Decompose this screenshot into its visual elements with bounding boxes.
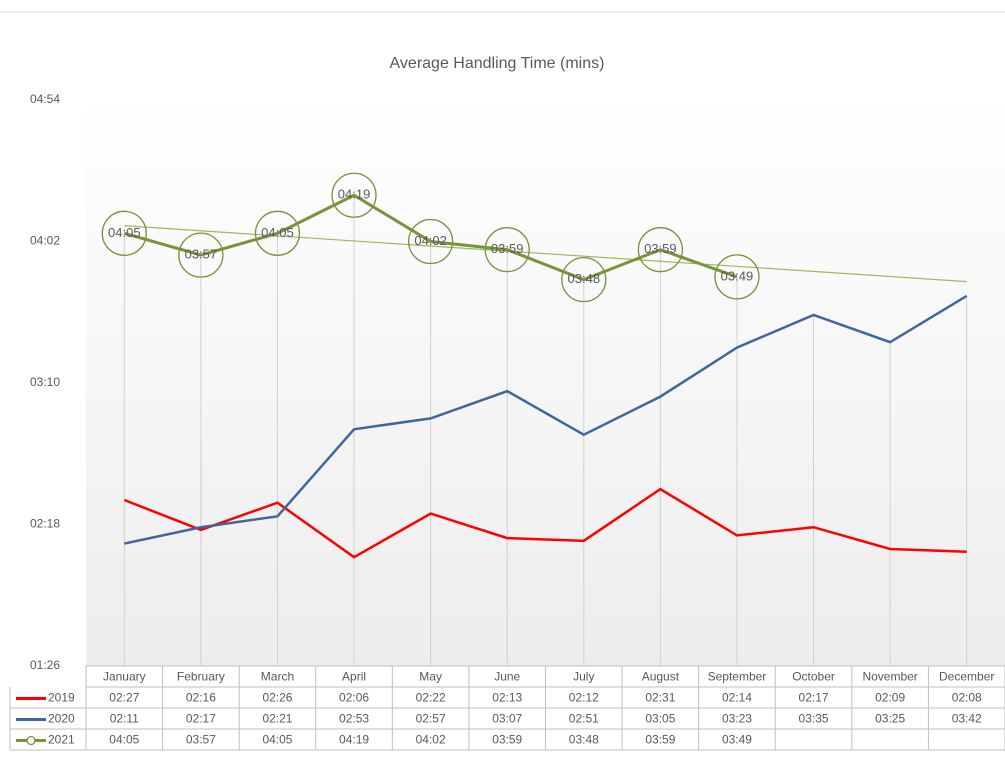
legend-label: 2021	[48, 733, 75, 747]
x-tick-label: June	[494, 670, 520, 684]
table-cell: 02:31	[645, 691, 675, 705]
y-tick-label: 02:18	[30, 517, 60, 531]
data-marker	[714, 254, 760, 300]
data-marker	[254, 210, 301, 256]
x-tick-label: May	[419, 670, 442, 684]
data-marker	[101, 210, 147, 256]
table-cell: 02:57	[416, 712, 446, 726]
table-cell: 02:08	[952, 691, 982, 705]
table-cell: 02:17	[799, 691, 829, 705]
table-cell: 02:21	[262, 712, 292, 726]
table-cell: 02:26	[262, 691, 292, 705]
data-marker	[178, 232, 224, 278]
legend-label: 2020	[48, 712, 75, 726]
x-tick-label: November	[862, 670, 917, 684]
table-cell: 02:13	[492, 691, 522, 705]
table-cell: 02:06	[339, 691, 369, 705]
data-label: 03:49	[721, 268, 754, 283]
series-line	[123, 487, 967, 559]
data-label: 04:02	[414, 233, 447, 248]
x-tick-label: October	[792, 670, 835, 684]
data-marker	[484, 227, 530, 273]
table-cell: 02:16	[186, 691, 216, 705]
data-label: 04:19	[338, 187, 371, 202]
data-label: 03:59	[491, 241, 524, 256]
plot-background	[86, 90, 1005, 666]
data-marker	[407, 218, 454, 265]
table-cell: 02:12	[569, 691, 599, 705]
y-tick-label: 04:02	[30, 234, 60, 248]
table-cell: 02:27	[109, 691, 139, 705]
table-cell: 03:07	[492, 712, 522, 726]
y-tick-label: 04:54	[30, 92, 60, 106]
data-marker	[637, 227, 684, 273]
table-cell: 03:49	[722, 733, 752, 747]
data-label: 03:48	[568, 271, 601, 286]
x-tick-label: August	[642, 670, 680, 684]
table-cell: 02:53	[339, 712, 369, 726]
data-label: 04:05	[108, 225, 141, 240]
data-label: 03:59	[644, 241, 677, 256]
x-tick-label: September	[708, 670, 767, 684]
legend-key-marker	[26, 735, 36, 746]
table-cell: 03:25	[875, 712, 905, 726]
table-cell: 02:11	[110, 712, 139, 726]
trendline	[124, 225, 967, 283]
table-cell: 04:19	[339, 733, 369, 747]
table-cell: 02:17	[186, 712, 216, 726]
table-cell: 02:51	[569, 712, 599, 726]
table-cell: 03:48	[569, 733, 599, 747]
data-marker	[331, 172, 377, 218]
y-tick-label: 01:26	[30, 658, 60, 672]
table-cell: 03:59	[645, 733, 675, 747]
x-tick-label: March	[261, 670, 294, 684]
table-cell: 04:02	[416, 733, 446, 747]
table-cell: 03:59	[492, 733, 522, 747]
data-label: 04:05	[261, 225, 294, 240]
x-tick-label: July	[573, 670, 594, 684]
table-cell: 02:22	[416, 691, 446, 705]
table-cell: 03:35	[799, 712, 829, 726]
table-cell: 02:14	[722, 691, 752, 705]
table-cell: 03:57	[186, 733, 216, 747]
data-label: 03:57	[185, 247, 218, 262]
y-tick-label: 03:10	[30, 375, 60, 389]
table-cell: 03:23	[722, 712, 752, 726]
series-line	[124, 294, 968, 545]
table-cell: 04:05	[109, 733, 139, 747]
x-tick-label: April	[342, 670, 366, 684]
data-marker	[561, 256, 607, 303]
legend-label: 2019	[48, 691, 75, 705]
table-cell: 03:05	[645, 712, 675, 726]
table-cell: 02:09	[875, 691, 905, 705]
series-line	[123, 193, 738, 282]
table-cell: 03:42	[952, 712, 982, 726]
x-tick-label: February	[177, 670, 225, 684]
chart-title: Average Handling Time (mins)	[390, 55, 605, 72]
x-tick-label: December	[939, 670, 994, 684]
table-cell: 04:05	[262, 733, 292, 747]
x-tick-label: January	[103, 670, 146, 684]
